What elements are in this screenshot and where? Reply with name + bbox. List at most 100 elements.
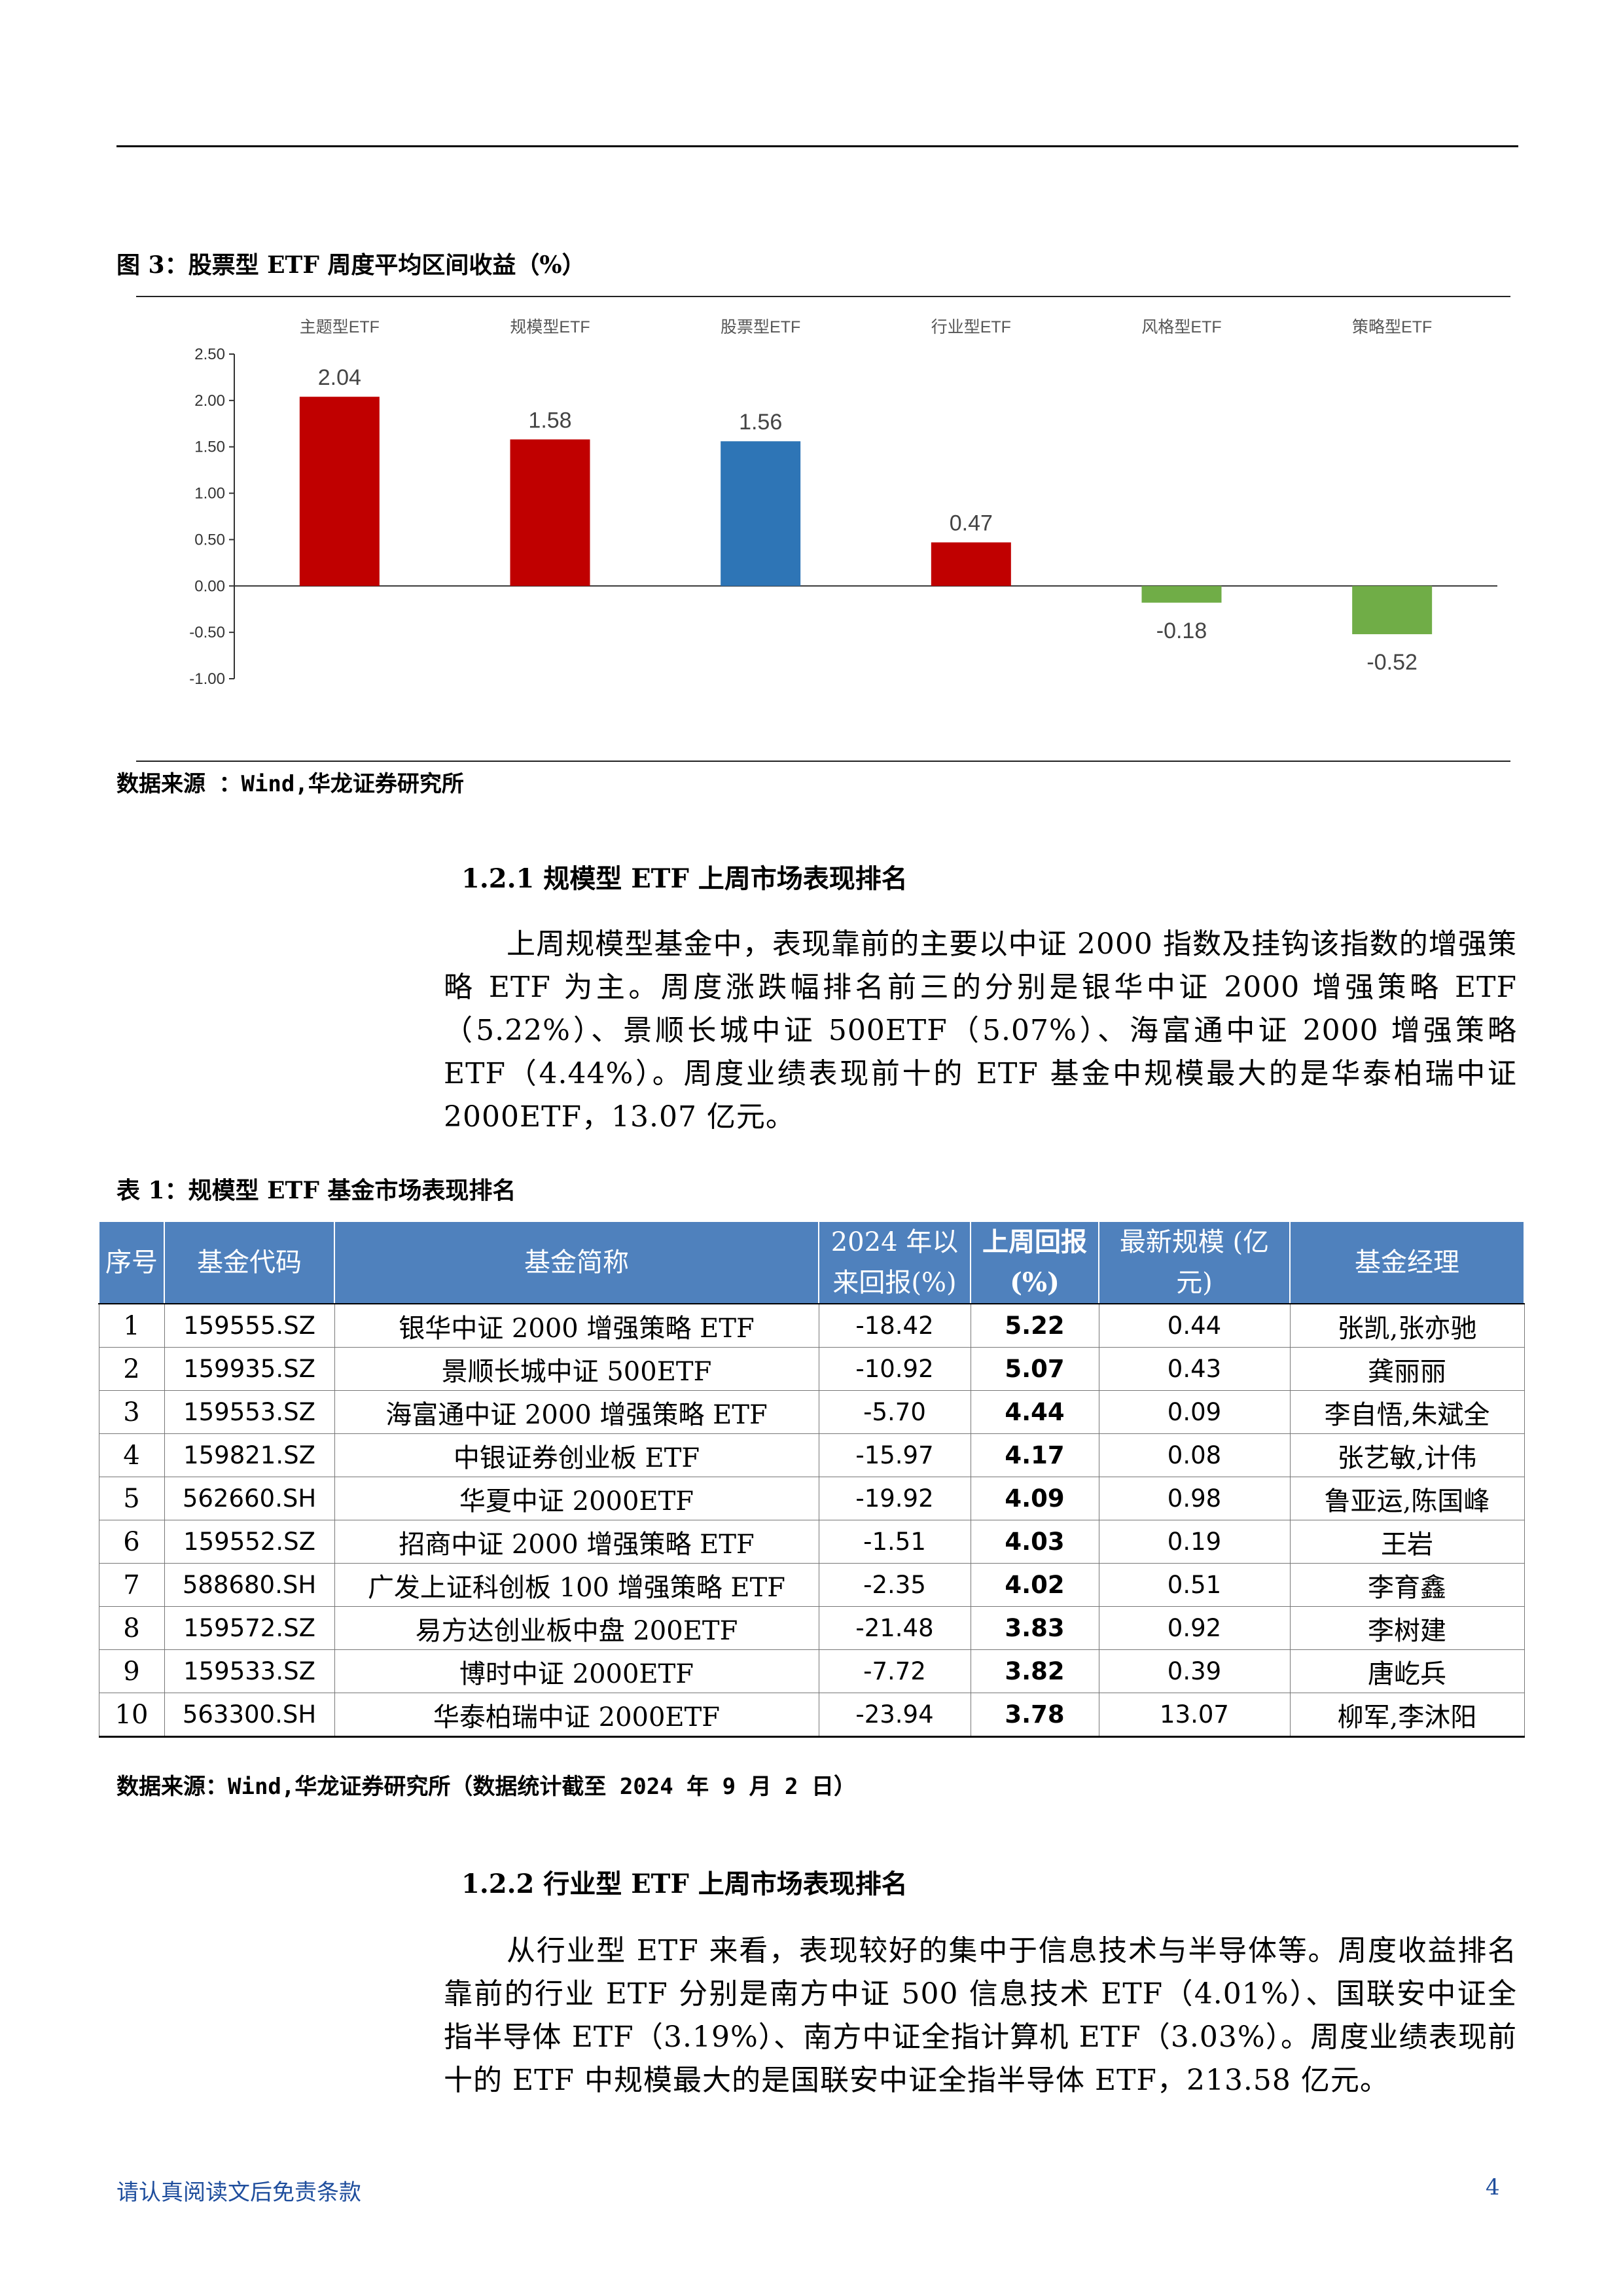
cell-ytd-return: -5.70 [818, 1390, 971, 1434]
cell-index: 4 [98, 1433, 165, 1477]
table-source: 数据来源：Wind,华龙证券研究所（数据统计截至 2024 年 9 月 2 日） [116, 1774, 856, 1800]
cell-week-return: 4.09 [970, 1477, 1099, 1520]
figure-title: 图 3：股票型 ETF 周度平均区间收益（%） [116, 251, 586, 279]
cell-week-return: 4.02 [970, 1563, 1099, 1607]
value-label: 2.04 [318, 365, 361, 390]
table-row: 5 562660.SH 华夏中证 2000ETF -19.92 4.09 0.98 鲁亚运,… [98, 1477, 1525, 1520]
cell-manager: 柳军,李沐阳 [1289, 1693, 1525, 1738]
cell-manager: 李自悟,朱斌全 [1289, 1390, 1525, 1434]
cell-week-return: 4.17 [970, 1433, 1099, 1477]
cell-manager: 张艺敏,计伟 [1289, 1433, 1525, 1477]
bar [1141, 586, 1222, 603]
cell-manager: 李树建 [1289, 1606, 1525, 1650]
bar [931, 542, 1011, 586]
cell-scale: 13.07 [1098, 1693, 1291, 1738]
cell-scale: 0.51 [1098, 1563, 1291, 1607]
footer-disclaimer: 请认真阅读文后免责条款 [116, 2179, 361, 2206]
value-label: 0.47 [950, 511, 993, 536]
cell-index: 6 [98, 1520, 165, 1564]
bar [510, 439, 590, 586]
table-row: 3 159553.SZ 海富通中证 2000 增强策略 ETF -5.70 4.44 0.… [98, 1390, 1525, 1434]
etf-ranking-table: 序号 基金代码 基金简称 2024 年以来回报(%) 上周回报 (%) 最新规模… [98, 1221, 1525, 1738]
cell-scale: 0.98 [1098, 1477, 1291, 1520]
cell-index: 2 [98, 1347, 165, 1391]
section-paragraph: 从行业型 ETF 来看，表现较好的集中于信息技术与半导体等。周度收益排名靠前的行… [444, 1934, 1517, 2097]
cell-index: 10 [98, 1693, 165, 1738]
cell-code: 159553.SZ [164, 1390, 335, 1434]
table-row: 2 159935.SZ 景顺长城中证 500ETF -10.92 5.07 0.43 龚丽丽 [98, 1347, 1525, 1391]
cell-code: 562660.SH [164, 1477, 335, 1520]
header-code: 基金代码 [164, 1221, 335, 1304]
cell-code: 159572.SZ [164, 1606, 335, 1650]
cell-index: 1 [98, 1303, 165, 1348]
category-label: 策略型ETF [1352, 318, 1432, 336]
figure-bottom-rule [136, 761, 1510, 762]
cell-name: 华泰柏瑞中证 2000ETF [334, 1693, 819, 1738]
cell-name: 景顺长城中证 500ETF [334, 1347, 819, 1391]
table-row: 1 159555.SZ 银华中证 2000 增强策略 ETF -18.42 5.22 0.… [98, 1303, 1525, 1348]
cell-scale: 0.08 [1098, 1433, 1291, 1477]
header-ytd-return: 2024 年以来回报(%) [818, 1221, 971, 1304]
section-heading: 1.2.1 规模型 ETF 上周市场表现排名 [461, 863, 908, 894]
cell-ytd-return: -15.97 [818, 1433, 971, 1477]
cell-scale: 0.09 [1098, 1390, 1291, 1434]
cell-ytd-return: -1.51 [818, 1520, 971, 1564]
y-tick-label: 2.50 [194, 346, 225, 363]
cell-manager: 张凯,张亦驰 [1289, 1303, 1525, 1348]
header-name: 基金简称 [334, 1221, 819, 1304]
cell-week-return: 3.83 [970, 1606, 1099, 1650]
cell-manager: 李育鑫 [1289, 1563, 1525, 1607]
cell-manager: 鲁亚运,陈国峰 [1289, 1477, 1525, 1520]
cell-name: 招商中证 2000 增强策略 ETF [334, 1520, 819, 1564]
category-label: 行业型ETF [931, 318, 1011, 336]
cell-ytd-return: -23.94 [818, 1693, 971, 1738]
category-label: 股票型ETF [721, 318, 800, 336]
bar [721, 441, 801, 586]
cell-week-return: 4.03 [970, 1520, 1099, 1564]
cell-scale: 0.92 [1098, 1606, 1291, 1650]
value-label: -0.52 [1366, 650, 1418, 675]
category-label: 规模型ETF [510, 318, 590, 336]
header-rule [116, 145, 1518, 147]
cell-ytd-return: -21.48 [818, 1606, 971, 1650]
y-tick-label: 1.50 [194, 439, 225, 456]
cell-ytd-return: -7.72 [818, 1649, 971, 1693]
page-number: 4 [1486, 2174, 1500, 2200]
figure-source: 数据来源 ：Wind,华龙证券研究所 [116, 771, 464, 797]
table-row: 10 563300.SH 华泰柏瑞中证 2000ETF -23.94 3.78 13.07… [98, 1693, 1525, 1738]
cell-index: 8 [98, 1606, 165, 1650]
cell-name: 博时中证 2000ETF [334, 1649, 819, 1693]
y-tick-label: -0.50 [189, 624, 225, 641]
cell-index: 7 [98, 1563, 165, 1607]
bar-chart: 2.50 2.00 1.50 1.00 0.50 0.00 -0.50 -1.00 主题型ETF… [189, 318, 1497, 688]
header-week-return: 上周回报 (%) [970, 1221, 1099, 1304]
cell-scale: 0.19 [1098, 1520, 1291, 1564]
cell-ytd-return: -19.92 [818, 1477, 971, 1520]
value-label: -0.18 [1156, 619, 1207, 643]
cell-name: 中银证券创业板 ETF [334, 1433, 819, 1477]
table-row: 4 159821.SZ 中银证券创业板 ETF -15.97 4.17 0.08 张艺敏,计… [98, 1433, 1525, 1477]
cell-week-return: 3.78 [970, 1693, 1099, 1738]
cell-code: 159555.SZ [164, 1303, 335, 1348]
cell-scale: 0.44 [1098, 1303, 1291, 1348]
cell-name: 广发上证科创板 100 增强策略 ETF [334, 1563, 819, 1607]
cell-code: 159533.SZ [164, 1649, 335, 1693]
section-paragraph: 上周规模型基金中，表现靠前的主要以中证 2000 指数及挂钩该指数的增强策略 E… [444, 927, 1517, 1134]
category-label: 主题型ETF [300, 318, 380, 336]
cell-code: 563300.SH [164, 1693, 335, 1738]
cell-name: 银华中证 2000 增强策略 ETF [334, 1303, 819, 1348]
y-tick-label: 0.00 [194, 577, 225, 595]
table-header-row: 序号 基金代码 基金简称 2024 年以来回报(%) 上周回报 (%) 最新规模… [98, 1221, 1525, 1304]
cell-week-return: 4.44 [970, 1390, 1099, 1434]
y-tick-label: 0.50 [194, 531, 225, 548]
value-label: 1.58 [528, 408, 571, 433]
table-row: 9 159533.SZ 博时中证 2000ETF -7.72 3.82 0.39 唐屹兵 [98, 1649, 1525, 1693]
bar [1352, 586, 1433, 634]
value-label: 1.56 [739, 410, 782, 435]
cell-name: 华夏中证 2000ETF [334, 1477, 819, 1520]
table-title: 表 1：规模型 ETF 基金市场表现排名 [116, 1177, 516, 1204]
cell-manager: 唐屹兵 [1289, 1649, 1525, 1693]
cell-code: 588680.SH [164, 1563, 335, 1607]
cell-manager: 王岩 [1289, 1520, 1525, 1564]
cell-week-return: 5.07 [970, 1347, 1099, 1391]
